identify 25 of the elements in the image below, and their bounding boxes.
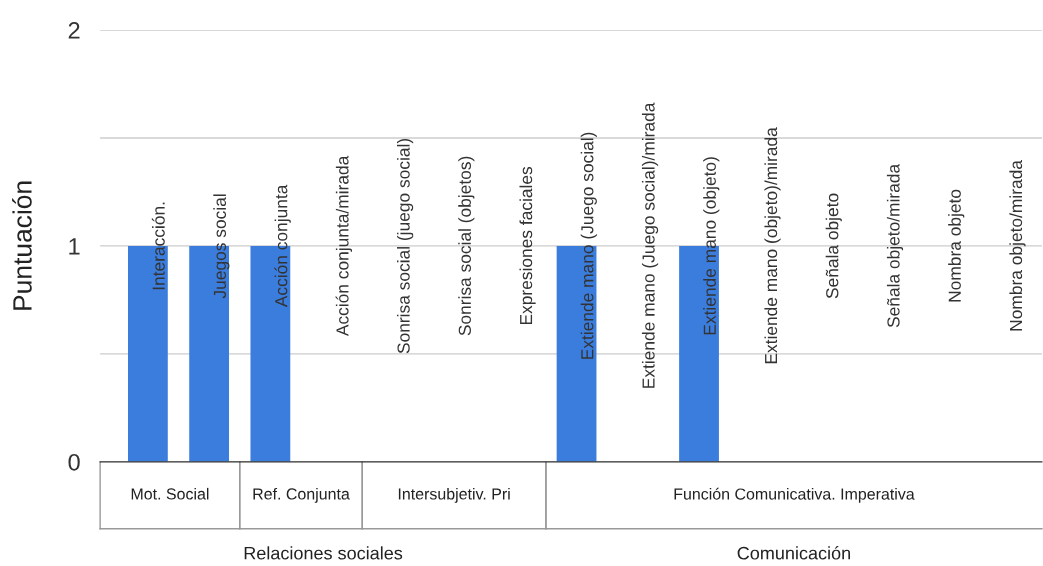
- text: Ref. Conjunta: [253, 487, 350, 503]
- text: Comunicación: [737, 546, 850, 560]
- x-tick-label: Extiende mano (Juego social)/mirada: [641, 102, 659, 388]
- y-tick-label: 0: [68, 453, 80, 471]
- x-tick-label: Nombra objeto/mirada: [1009, 160, 1026, 331]
- x-tick-label: Nombra objeto: [948, 189, 965, 302]
- x-tick-label: Extiende mano (objeto): [703, 157, 720, 335]
- x-tick-label: Extiende mano (objeto)/mirada: [764, 127, 781, 364]
- x-tick-label: Interacción.: [151, 202, 165, 290]
- y-tick-label: 2: [68, 22, 80, 39]
- x-tick-label: Señala objeto: [825, 193, 842, 299]
- x-tick-label: Acción conjunta: [274, 184, 291, 308]
- text: Mot. Social: [131, 487, 209, 500]
- y-tick-label: 1: [69, 238, 80, 255]
- x-tick-label: Acción conjunta/mirada: [335, 155, 353, 337]
- x-tick-label: Señala objeto/mirada: [886, 163, 904, 328]
- x-tick-label: Extiende mano (Juego social): [580, 132, 597, 359]
- text: Relaciones sociales: [244, 546, 403, 560]
- text: Intersubjetiv. Pri: [398, 487, 510, 503]
- x-tick-label: Juegos social: [213, 194, 230, 299]
- x-tick-label: Expresiones faciales: [519, 166, 536, 325]
- x-tick-label: Sonrisa social (juego social): [397, 138, 414, 354]
- x-tick-label: Sonrisa social (objetos): [458, 156, 475, 336]
- y-axis-title: Puntuación: [12, 181, 32, 310]
- text: Función Comunicativa. Imperativa: [674, 487, 915, 503]
